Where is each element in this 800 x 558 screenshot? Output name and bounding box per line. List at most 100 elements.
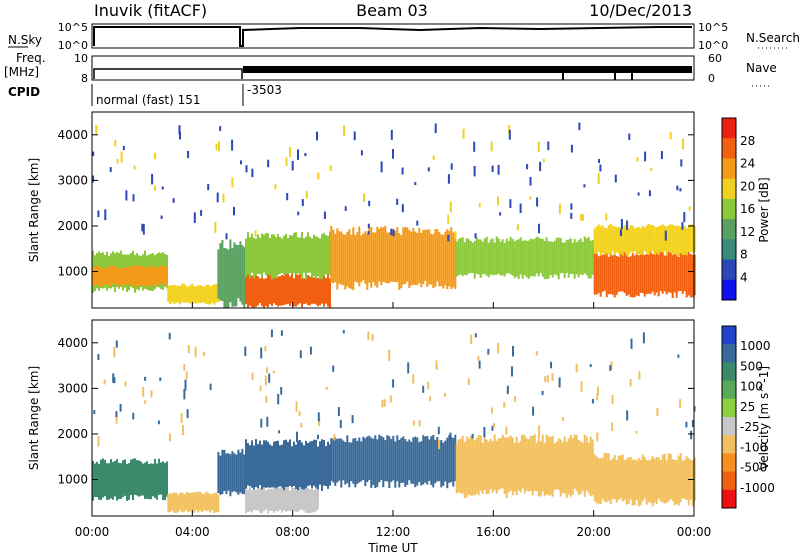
power-data-cell xyxy=(400,235,403,289)
power-data-cell xyxy=(251,233,253,273)
power-scatter-point xyxy=(225,233,228,240)
velocity-scatter-point xyxy=(113,347,116,358)
power-data-cell xyxy=(134,265,136,287)
power-data-cell xyxy=(657,226,660,255)
power-data-cell xyxy=(325,235,327,275)
velocity-colorbar-label: Velocity [m s^-1] xyxy=(757,366,771,470)
power-data-cell xyxy=(330,226,333,283)
power-data-cell xyxy=(461,237,464,277)
power-data-cell xyxy=(639,228,642,255)
velocity-scatter-point xyxy=(317,434,319,440)
power-scatter-point xyxy=(598,159,600,163)
power-scatter-point xyxy=(581,214,584,221)
velocity-scatter-point xyxy=(295,401,298,412)
power-data-cell xyxy=(422,230,425,285)
velocity-scatter-point xyxy=(277,393,280,405)
power-data-cell xyxy=(649,250,652,294)
power-data-cell xyxy=(553,240,556,275)
velocity-scatter-point xyxy=(638,371,641,380)
velocity-data-cell xyxy=(219,455,222,495)
power-data-cell xyxy=(279,237,281,274)
velocity-data-cell xyxy=(352,438,355,484)
power-data-cell xyxy=(334,233,337,283)
power-data-cell xyxy=(442,234,445,289)
velocity-data-cell xyxy=(420,441,423,486)
velocity-data-cell xyxy=(251,440,253,488)
velocity-data-cell xyxy=(623,460,626,500)
power-data-cell xyxy=(352,227,355,291)
power-data-cell xyxy=(213,284,216,305)
velocity-scatter-point xyxy=(371,334,374,341)
x-tick-label: 08:00 xyxy=(275,525,310,539)
velocity-data-cell xyxy=(665,460,668,503)
velocity-data-cell xyxy=(655,457,658,504)
velocity-colorbar-tick: -25 xyxy=(740,420,760,434)
power-scatter-point xyxy=(109,167,112,173)
velocity-scatter-point xyxy=(626,410,629,421)
power-data-cell xyxy=(197,285,200,303)
velocity-data-cell xyxy=(327,441,329,489)
power-data-cell xyxy=(219,243,222,301)
velocity-data-cell xyxy=(362,436,365,480)
power-data-cell xyxy=(301,277,303,308)
velocity-data-cell xyxy=(317,446,319,492)
velocity-data-cell xyxy=(201,493,204,513)
velocity-colorbar-swatch xyxy=(722,453,736,473)
velocity-scatter-point xyxy=(280,387,283,395)
velocity-data-cell xyxy=(360,441,363,482)
velocity-scatter-point xyxy=(318,418,321,426)
velocity-scatter-point xyxy=(478,360,481,369)
power-data-cell xyxy=(485,236,488,276)
power-data-cell xyxy=(573,238,576,279)
velocity-data-cell xyxy=(384,440,387,482)
power-data-cell xyxy=(183,284,186,303)
velocity-data-cell xyxy=(549,437,552,496)
power-data-cell xyxy=(501,239,504,276)
velocity-scatter-point xyxy=(265,395,268,403)
power-data-cell xyxy=(233,242,236,307)
velocity-scatter-point xyxy=(629,379,632,387)
power-scatter-point xyxy=(478,203,481,208)
power-data-cell xyxy=(291,235,293,274)
power-data-cell xyxy=(269,274,271,305)
power-scatter-point xyxy=(447,214,450,224)
velocity-data-cell xyxy=(289,490,291,512)
power-data-cell xyxy=(110,265,112,287)
power-scatter-point xyxy=(207,184,210,191)
velocity-data-cell xyxy=(120,463,122,499)
beam-title: Beam 03 xyxy=(356,1,428,20)
power-data-cell xyxy=(515,240,518,277)
power-scatter-point xyxy=(154,152,157,160)
power-scatter-point xyxy=(368,200,371,207)
velocity-data-cell xyxy=(653,458,656,503)
velocity-scatter-point xyxy=(449,432,452,441)
power-data-cell xyxy=(621,252,624,292)
power-scatter-point xyxy=(360,150,363,156)
power-data-cell xyxy=(479,239,482,278)
power-scatter-point xyxy=(416,220,419,226)
power-scatter-point xyxy=(392,229,395,237)
velocity-scatter-point xyxy=(325,386,328,390)
velocity-data-cell xyxy=(380,436,383,481)
power-scatter-point xyxy=(605,213,608,221)
velocity-data-cell xyxy=(677,455,680,506)
velocity-scatter-point xyxy=(115,340,118,348)
power-data-cell xyxy=(597,256,600,294)
velocity-scatter-point xyxy=(97,354,100,360)
power-data-cell xyxy=(173,284,176,304)
velocity-scatter-point xyxy=(474,333,477,338)
velocity-data-cell xyxy=(173,492,176,513)
power-data-cell xyxy=(305,236,307,280)
power-data-cell xyxy=(225,248,228,308)
power-data-cell xyxy=(247,232,249,275)
power-scatter-point xyxy=(474,233,477,239)
power-scatter-point xyxy=(508,124,511,135)
power-data-cell xyxy=(309,236,311,273)
velocity-data-cell xyxy=(440,440,443,488)
velocity-data-cell xyxy=(410,441,413,484)
power-data-cell xyxy=(126,267,128,285)
velocity-data-cell xyxy=(507,437,510,493)
power-scatter-point xyxy=(680,159,683,167)
velocity-data-cell xyxy=(450,437,453,482)
power-data-cell xyxy=(388,232,391,284)
